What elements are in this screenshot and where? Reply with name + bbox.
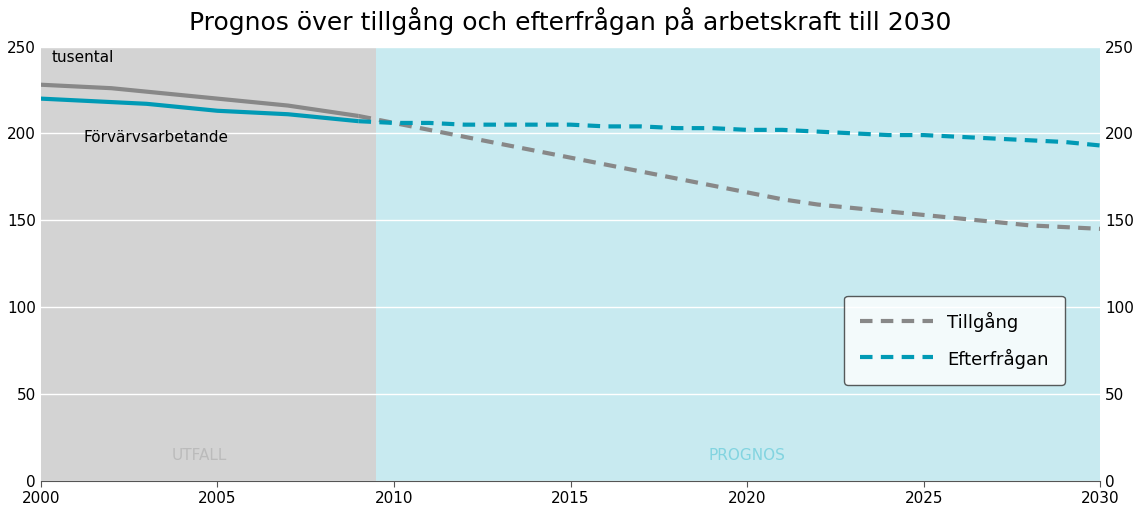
Title: Prognos över tillgång och efterfrågan på arbetskraft till 2030: Prognos över tillgång och efterfrågan på… — [189, 7, 952, 35]
Text: Förvärvsarbetande: Förvärvsarbetande — [83, 130, 228, 145]
Legend: Tillgång, Efterfrågan: Tillgång, Efterfrågan — [844, 296, 1065, 385]
Text: PROGNOS: PROGNOS — [709, 448, 785, 463]
Text: tusental: tusental — [51, 50, 114, 65]
Text: UTFALL: UTFALL — [172, 448, 227, 463]
Bar — [377, 47, 1100, 481]
Bar — [41, 47, 377, 481]
